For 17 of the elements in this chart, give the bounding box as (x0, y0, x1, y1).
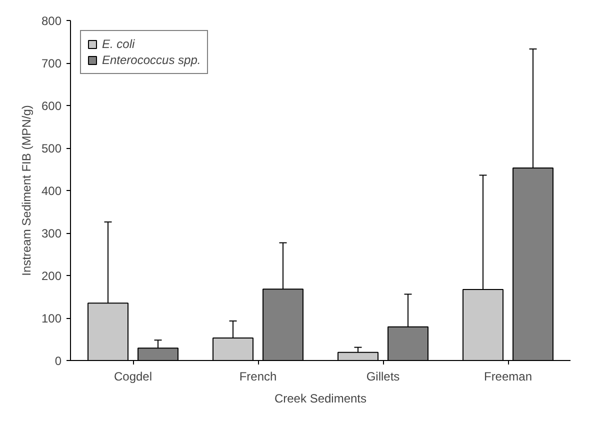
y-tick-label: 200 (41, 269, 62, 283)
x-axis-title: Creek Sediments (274, 392, 367, 406)
x-tick-label: French (239, 370, 277, 384)
legend-label: Enterococcus spp. (102, 53, 201, 67)
y-tick-label: 400 (41, 184, 62, 198)
y-tick-label: 100 (41, 312, 62, 326)
x-tick-label: Cogdel (114, 370, 152, 384)
legend-label: E. coli (102, 37, 135, 51)
x-tick-label: Gillets (366, 370, 400, 384)
y-tick-label: 300 (41, 226, 62, 240)
y-tick-label: 700 (41, 56, 62, 70)
y-tick-label: 0 (54, 354, 62, 368)
y-tick-label: 500 (41, 142, 62, 156)
y-axis-title: Instream Sediment FIB (MPN/g) (19, 105, 34, 276)
x-tick-label: Freeman (484, 370, 532, 384)
y-tick-label: 600 (41, 99, 62, 113)
y-tick-label: 800 (41, 14, 62, 28)
